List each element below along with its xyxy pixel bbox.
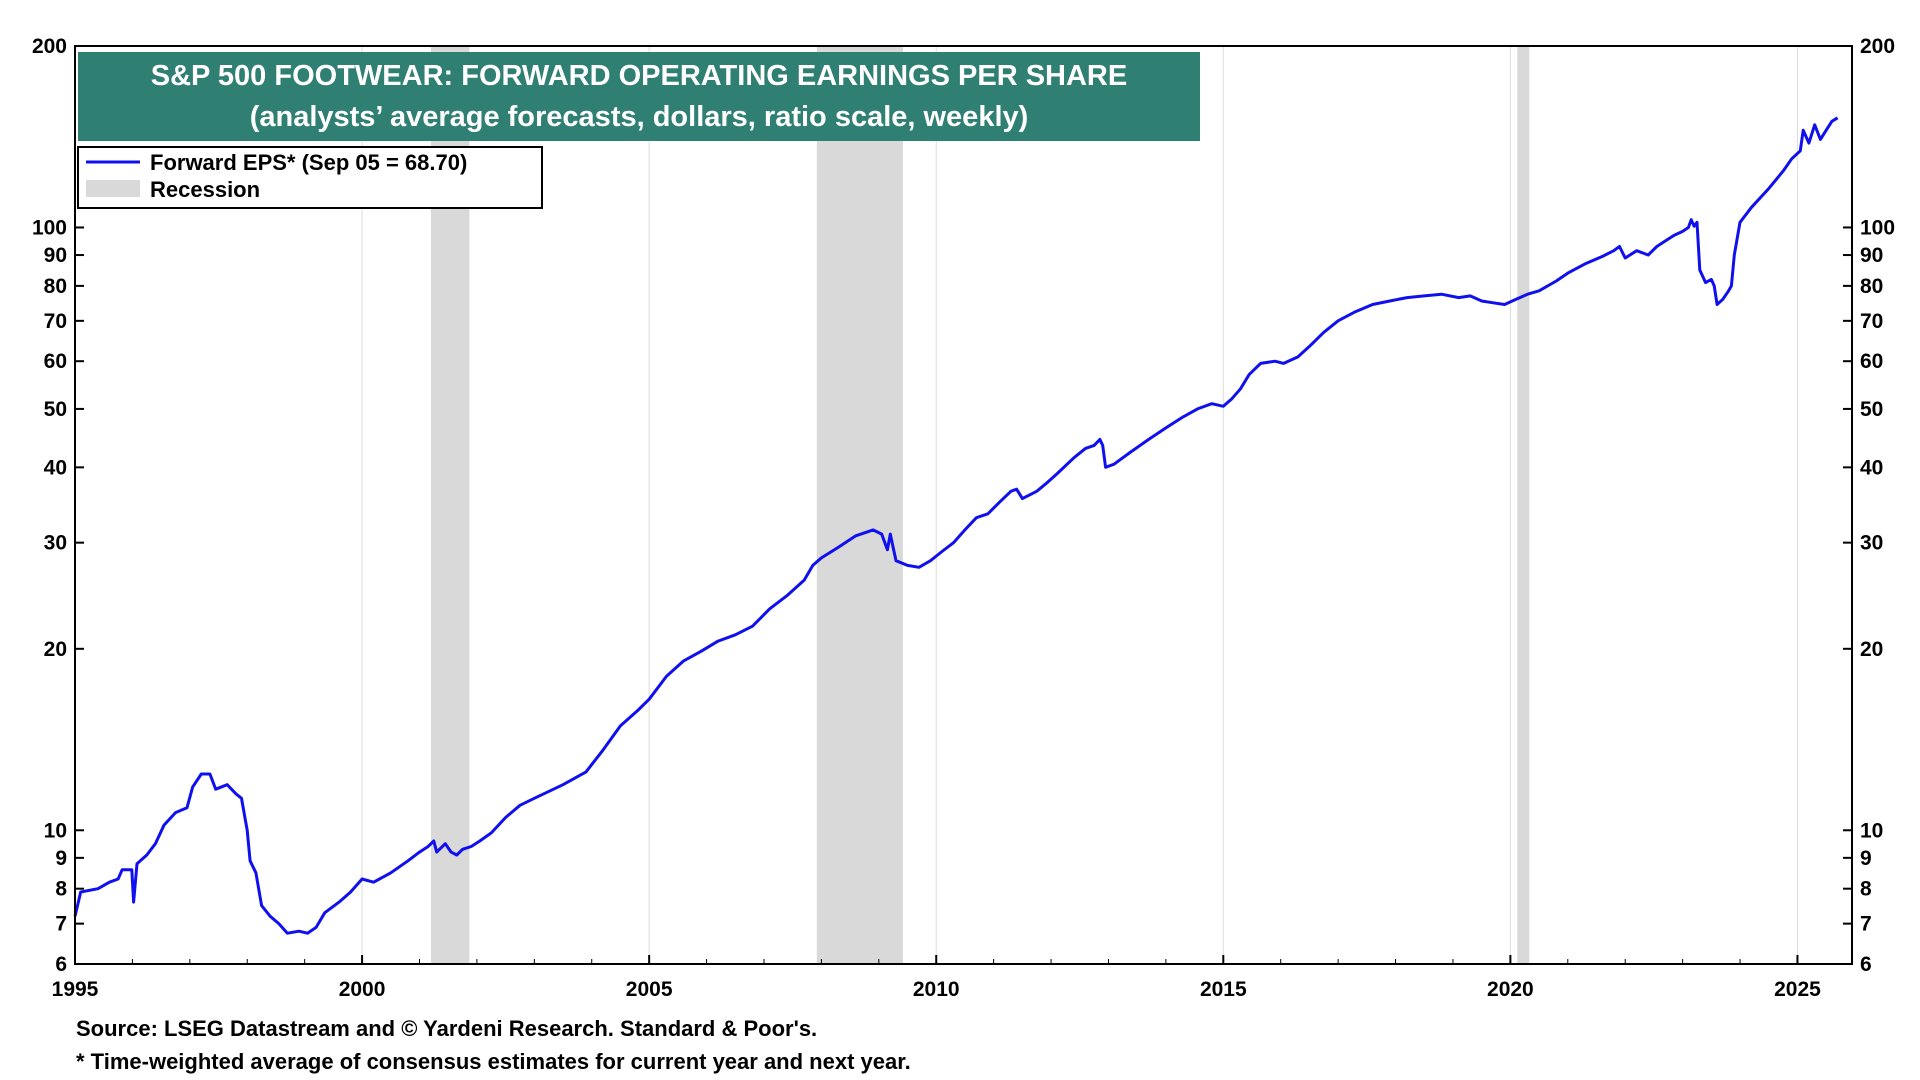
y-tick-label-left: 9: [55, 847, 67, 870]
y-tick-label-right: 30: [1860, 532, 1883, 555]
y-tick-label-right: 50: [1860, 398, 1883, 421]
series-layer: [73, 116, 1839, 935]
legend-recession-label: Recession: [150, 177, 260, 202]
y-tick-label-right: 10: [1860, 819, 1883, 842]
y-tick-label-left: 50: [44, 398, 67, 421]
y-tick-label-left: 20: [44, 638, 67, 661]
y-tick-label-right: 100: [1860, 216, 1895, 239]
legend-box: [77, 146, 543, 209]
source-note: Source: LSEG Datastream and © Yardeni Re…: [76, 1016, 818, 1041]
plot-frame: [74, 45, 1853, 965]
y-tick-label-right: 40: [1860, 456, 1883, 479]
y-tick-label-right: 60: [1860, 350, 1883, 373]
y-tick-label-left: 90: [44, 244, 67, 267]
y-tick-label-left: 60: [44, 350, 67, 373]
y-tick-label-right: 9: [1860, 847, 1872, 870]
title-box: [78, 52, 1200, 141]
y-tick-label-left: 80: [44, 275, 67, 298]
y-tick-label-right: 200: [1860, 35, 1895, 58]
recession-bands: [430, 46, 1530, 964]
y-tick-label-left: 100: [32, 216, 67, 239]
y-tick-label-right: 90: [1860, 244, 1883, 267]
y-tick-label-right: 70: [1860, 310, 1883, 333]
y-tick-label-right: 20: [1860, 638, 1883, 661]
series-line: [73, 116, 1839, 935]
legend-series-label: Forward EPS* (Sep 05 = 68.70): [150, 150, 467, 175]
y-tick-label-left: 6: [55, 953, 67, 976]
y-tick-label-left: 30: [44, 532, 67, 555]
x-tick-label: 2010: [913, 978, 960, 1001]
chart-subtitle: (analysts’ average forecasts, dollars, r…: [250, 101, 1029, 133]
y-tick-label-left: 10: [44, 819, 67, 842]
y-tick-label-left: 200: [32, 35, 67, 58]
legend: Forward EPS* (Sep 05 = 68.70) Recession: [77, 146, 543, 209]
x-tick-label: 2000: [339, 978, 386, 1001]
recession-band: [816, 46, 903, 964]
footnote: * Time-weighted average of consensus est…: [76, 1049, 911, 1074]
vertical-gridlines: [361, 46, 1798, 964]
x-tick-label: 2025: [1774, 978, 1821, 1001]
recession-band: [1517, 46, 1530, 964]
x-tick-label: 2020: [1487, 978, 1534, 1001]
y-tick-label-left: 70: [44, 310, 67, 333]
y-tick-label-right: 8: [1860, 878, 1872, 901]
x-tick-label: 2005: [626, 978, 673, 1001]
y-tick-label-left: 8: [55, 878, 67, 901]
y-tick-label-left: 7: [55, 913, 67, 936]
y-tick-label-left: 40: [44, 456, 67, 479]
x-tick-label: 2015: [1200, 978, 1247, 1001]
y-tick-label-right: 6: [1860, 953, 1872, 976]
y-tick-label-right: 80: [1860, 275, 1883, 298]
x-tick-label: 1995: [52, 978, 99, 1001]
legend-recession-swatch: [86, 180, 140, 197]
y-tick-label-right: 7: [1860, 913, 1872, 936]
chart-title: S&P 500 FOOTWEAR: FORWARD OPERATING EARN…: [151, 60, 1127, 92]
